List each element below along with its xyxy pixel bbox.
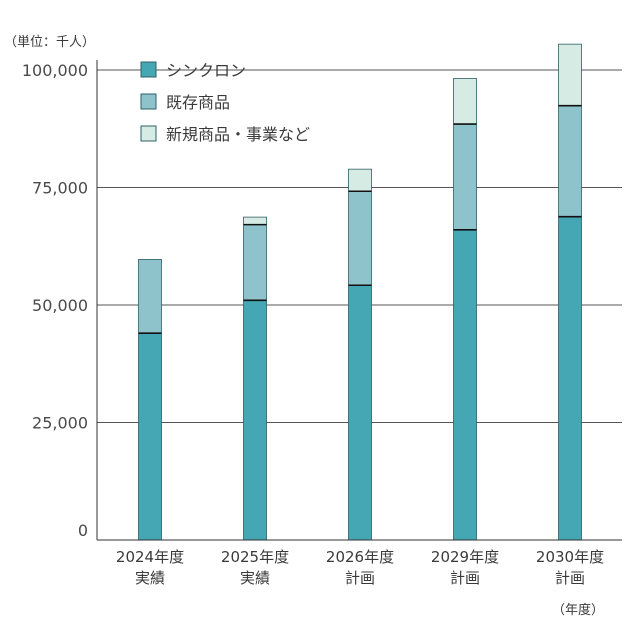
- bar-segment: [243, 224, 267, 301]
- x-tick-label: 2029年度: [431, 548, 499, 566]
- x-unit-label: （年度）: [552, 602, 604, 618]
- bar-segment: [138, 259, 162, 334]
- bar-segment: [243, 299, 267, 541]
- unit-label: （単位：千人）: [4, 34, 95, 50]
- bar-segment: [453, 123, 477, 231]
- legend-swatch: [140, 93, 157, 110]
- bar-segment: [243, 216, 267, 226]
- legend-label: 新規商品・事業など: [166, 125, 310, 144]
- y-tick-label: 25,000: [32, 414, 88, 433]
- bar-segment: [558, 216, 582, 541]
- bar-segment: [138, 332, 162, 541]
- x-tick-label: 計画: [555, 569, 585, 587]
- bar-segment: [453, 229, 477, 541]
- x-tick-label: 2024年度: [116, 548, 184, 566]
- legend-swatch: [140, 125, 157, 142]
- x-tick-label: 2030年度: [536, 548, 604, 566]
- y-axis-ticks: 0 25,000 50,000 75,000 100,000: [22, 61, 88, 540]
- bar-segment: [348, 284, 372, 541]
- x-tick-label: 実績: [240, 569, 270, 587]
- legend-label: シンクロン: [166, 61, 246, 80]
- x-tick-label: 実績: [135, 569, 165, 587]
- y-tick-label: 100,000: [22, 61, 88, 80]
- x-tick-label: 2025年度: [221, 548, 289, 566]
- y-tick-label: 50,000: [32, 296, 88, 315]
- bar-segment: [558, 105, 582, 218]
- bar-segment: [453, 78, 477, 125]
- bar-segment: [348, 190, 372, 286]
- legend-label: 既存商品: [166, 93, 230, 112]
- bar-segment: [348, 168, 372, 192]
- x-tick-label: 計画: [450, 569, 480, 587]
- y-tick-label: 0: [78, 521, 88, 540]
- legend-swatch: [140, 61, 157, 78]
- x-tick-label: 計画: [345, 569, 375, 587]
- x-tick-label: 2026年度: [326, 548, 394, 566]
- y-tick-label: 75,000: [32, 179, 88, 198]
- bar-segment: [558, 43, 582, 107]
- bars: [138, 43, 582, 541]
